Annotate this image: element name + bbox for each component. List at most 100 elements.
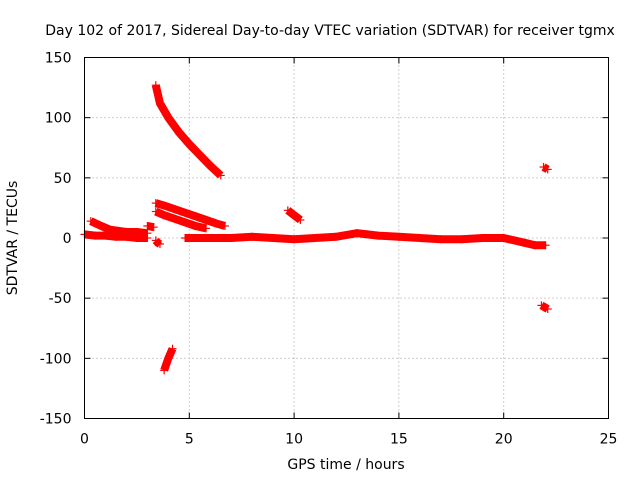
- series-line: [154, 199, 227, 230]
- series-line: [539, 301, 550, 313]
- y-tick-label: -100: [40, 351, 72, 367]
- axis-ticks: [84, 57, 609, 419]
- data-point: [122, 227, 131, 236]
- data-point: [248, 232, 257, 241]
- data-point: [164, 113, 173, 122]
- data-point: [520, 238, 529, 247]
- data-point: [195, 150, 204, 159]
- series-arc-11: [539, 163, 552, 174]
- data-point: [181, 208, 190, 217]
- y-tick-label: -50: [49, 291, 72, 307]
- data-point: [202, 224, 211, 233]
- y-tick-label: 0: [63, 231, 72, 247]
- y-tick-label: -150: [40, 412, 72, 428]
- data-point: [290, 235, 299, 244]
- data-point: [352, 229, 361, 238]
- data-point: [114, 226, 123, 235]
- data-point: [105, 225, 114, 234]
- series-arc-7: [151, 207, 211, 233]
- data-point: [170, 205, 179, 214]
- data-point: [220, 221, 229, 230]
- series-line: [151, 84, 224, 179]
- data-point: [332, 232, 341, 241]
- x-tick-label: 15: [390, 432, 408, 448]
- series-arc-8: [160, 344, 177, 375]
- y-tick-label: 50: [54, 171, 72, 187]
- x-tick-label: 0: [80, 432, 89, 448]
- data-point: [191, 221, 200, 230]
- data-point: [143, 221, 152, 230]
- data-point: [415, 234, 424, 242]
- data-point: [394, 232, 403, 241]
- series-arc-2: [86, 217, 152, 238]
- data-point: [181, 234, 190, 242]
- data-point: [212, 219, 221, 228]
- series-arc-10: [283, 206, 305, 224]
- data-point: [290, 211, 299, 220]
- data-point: [101, 231, 110, 240]
- data-point: [160, 211, 169, 220]
- data-point: [97, 221, 106, 230]
- data-point: [363, 230, 372, 239]
- y-tick-label: 100: [45, 111, 72, 127]
- data-point: [160, 201, 169, 210]
- tick-labels: 0 5 10 15 20 25 -150 -100 -50 0 50 100 150: [40, 51, 618, 448]
- data-point: [537, 301, 546, 310]
- data-point: [155, 99, 164, 108]
- data-point: [478, 234, 487, 242]
- data-point: [269, 234, 278, 242]
- data-point: [311, 234, 320, 242]
- data-point: [296, 215, 305, 224]
- data-point: [181, 218, 190, 227]
- data-point: [143, 229, 152, 238]
- data-point: [164, 354, 173, 363]
- data-point: [436, 235, 445, 244]
- data-point: [202, 215, 211, 224]
- data-point: [191, 212, 200, 221]
- data-point: [151, 81, 160, 90]
- data-point: [86, 217, 95, 226]
- series-arc-12: [537, 301, 552, 313]
- data-point: [510, 236, 519, 245]
- series-arc-3: [143, 221, 158, 232]
- chart-title: Day 102 of 2017, Sidereal Day-to-day VTE…: [45, 23, 615, 39]
- data-point: [90, 231, 99, 240]
- data-point: [149, 223, 158, 232]
- data-point: [160, 366, 169, 375]
- data-point: [174, 128, 183, 137]
- data-point: [132, 227, 141, 236]
- data-point: [543, 304, 552, 313]
- data-point: [373, 231, 382, 240]
- x-tick-label: 10: [285, 432, 303, 448]
- x-tick-label: 20: [495, 432, 513, 448]
- data-point: [539, 163, 548, 172]
- data-point: [543, 165, 552, 174]
- data-point: [283, 206, 292, 215]
- data-point: [457, 235, 466, 244]
- y-tick-label: 150: [45, 51, 72, 67]
- data-point: [227, 234, 236, 242]
- x-axis-label: GPS time / hours: [287, 457, 404, 473]
- data-point: [168, 344, 177, 353]
- plot-frame: [84, 57, 609, 419]
- data-point: [531, 241, 540, 250]
- x-tick-label: 5: [185, 432, 194, 448]
- data-point: [155, 240, 164, 249]
- data-point: [170, 214, 179, 223]
- series-arc-9: [181, 229, 550, 250]
- data-point: [216, 171, 225, 180]
- data-point: [151, 207, 160, 216]
- series-arc-4: [151, 236, 164, 249]
- data-point: [151, 199, 160, 208]
- series-arc-5: [151, 81, 225, 180]
- data-point: [541, 241, 550, 250]
- data-point: [206, 234, 215, 242]
- data-point: [499, 234, 508, 242]
- data-point: [206, 161, 215, 170]
- series-arc-6: [151, 199, 229, 230]
- plot-area: [80, 81, 552, 375]
- y-axis-label: SDTVAR / TECUs: [5, 181, 21, 296]
- x-tick-label: 25: [600, 432, 618, 448]
- data-point: [185, 140, 194, 149]
